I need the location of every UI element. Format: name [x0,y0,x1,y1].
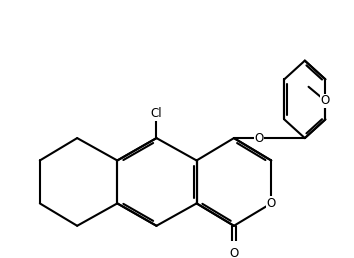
Text: O: O [229,247,239,258]
Text: O: O [255,132,264,144]
Text: O: O [321,94,330,107]
Text: Cl: Cl [151,107,162,120]
Text: O: O [267,197,276,210]
